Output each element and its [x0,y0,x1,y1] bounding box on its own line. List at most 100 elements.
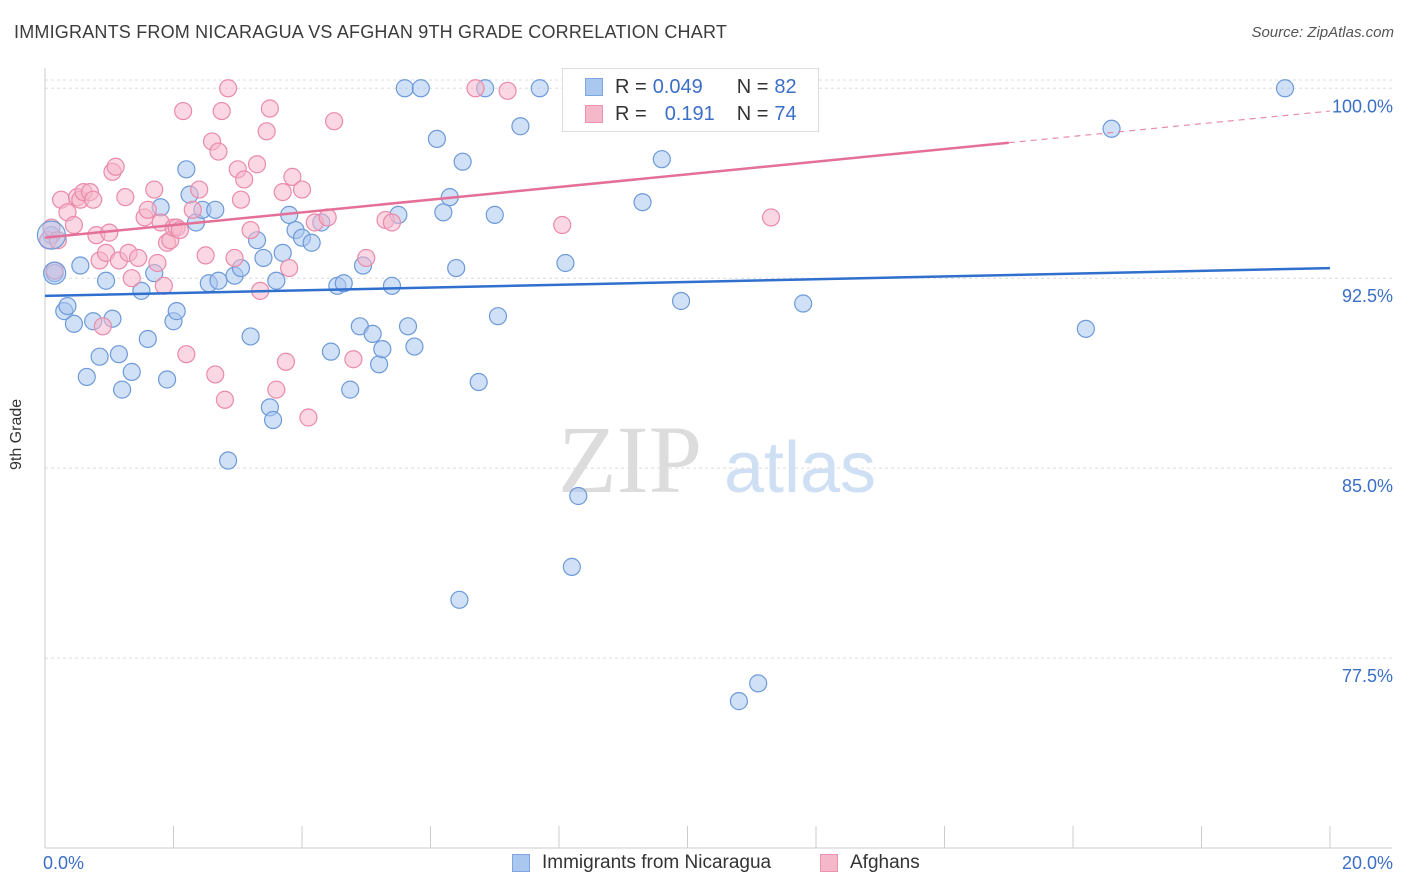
point-afghans [267,380,286,399]
point-nicaragua [556,253,575,273]
point-nicaragua [671,291,691,311]
point-afghans [299,408,318,427]
legend-r-label: R = [615,75,647,98]
point-afghans [177,345,196,364]
point-nicaragua [267,271,286,290]
point-afghans [761,208,781,227]
point-nicaragua [219,451,238,470]
point-afghans [106,157,125,176]
trend-line-nicaragua [44,266,1331,298]
point-afghans [344,350,363,369]
point-nicaragua [122,362,141,381]
point-nicaragua [427,129,447,149]
point-nicaragua [373,340,392,359]
point-nicaragua [1076,319,1095,338]
point-nicaragua [398,317,418,336]
point-afghans [466,79,485,98]
series-legend-swatch-afghans [820,854,838,872]
legend-swatch-afghans [585,105,603,123]
point-afghans [280,258,299,278]
point-nicaragua [263,410,283,430]
legend-n-value: 82 [774,75,797,98]
point-afghans [231,190,251,209]
point-nicaragua [71,256,90,275]
point-nicaragua [58,296,77,316]
point-afghans [212,101,231,121]
legend-row-nicaragua: R = 0.049 N = 82 [585,75,797,99]
trend-line-afghans-extension [1008,110,1331,144]
point-nicaragua [450,590,469,609]
series-legend: Immigrants from Nicaragua Afghans [0,852,1406,876]
point-afghans [276,352,296,371]
series-legend-swatch-nicaragua [512,854,530,872]
point-nicaragua [411,79,430,98]
point-afghans [116,188,135,207]
point-nicaragua [321,342,341,361]
point-afghans [283,167,302,186]
point-nicaragua [241,327,260,346]
point-afghans [190,180,209,199]
scatter-points [36,79,1295,711]
point-afghans [241,220,260,240]
point-afghans [219,79,238,98]
point-nicaragua [530,79,549,98]
point-afghans [292,180,312,199]
x-tick-label: 20.0% [1342,853,1393,873]
point-nicaragua [569,486,588,506]
point-afghans [183,200,202,219]
series-legend-afghans[interactable]: Afghans [820,852,920,874]
stats-legend: R = 0.049 N = 82 R = 0.191 N = 74 [562,68,819,132]
point-afghans [257,122,276,141]
point-nicaragua [341,380,360,399]
point-nicaragua [469,372,488,392]
point-nicaragua [138,329,157,349]
point-nicaragua [562,557,581,576]
point-afghans [138,200,157,219]
point-nicaragua [109,345,128,364]
point-nicaragua [273,243,292,262]
point-nicaragua [64,314,84,333]
point-afghans [225,248,244,268]
point-nicaragua [749,674,768,693]
point-afghans [209,142,228,161]
point-nicaragua [488,307,508,326]
point-afghans [215,390,234,409]
point-afghans [154,276,173,295]
point-nicaragua [434,203,453,222]
axes [44,68,1392,849]
point-nicaragua [177,160,196,179]
series-legend-label-afghans: Afghans [850,852,920,873]
point-nicaragua [1102,119,1121,138]
legend-swatch-nicaragua [585,78,603,96]
point-nicaragua [447,258,466,278]
legend-r-value: 0.191 [664,102,715,125]
point-nicaragua [794,294,813,313]
series-legend-nicaragua[interactable]: Immigrants from Nicaragua [512,852,771,874]
y-tick-label: 77.5% [1342,666,1393,686]
point-afghans [145,180,164,199]
series-legend-label-nicaragua: Immigrants from Nicaragua [542,852,772,873]
point-afghans [174,101,193,121]
point-nicaragua [511,117,530,136]
legend-n-label: N = [736,102,769,125]
point-afghans [84,190,103,209]
point-nicaragua [405,337,424,356]
y-tick-label: 100.0% [1332,96,1393,116]
point-nicaragua [77,367,96,387]
trend-lines [44,110,1331,298]
point-nicaragua [652,150,671,169]
point-afghans [273,182,292,202]
point-nicaragua [370,355,389,374]
legend-n-label: N = [736,75,769,98]
point-nicaragua [112,380,132,399]
x-tick-label: 0.0% [43,853,84,873]
point-nicaragua [43,261,67,285]
y-tick-label: 92.5% [1342,286,1393,306]
point-nicaragua [485,205,504,224]
point-afghans [206,365,225,384]
point-nicaragua [382,276,402,295]
legend-row-afghans: R = 0.191 N = 74 [585,102,797,126]
gridlines [45,79,1392,659]
point-nicaragua [363,324,382,344]
